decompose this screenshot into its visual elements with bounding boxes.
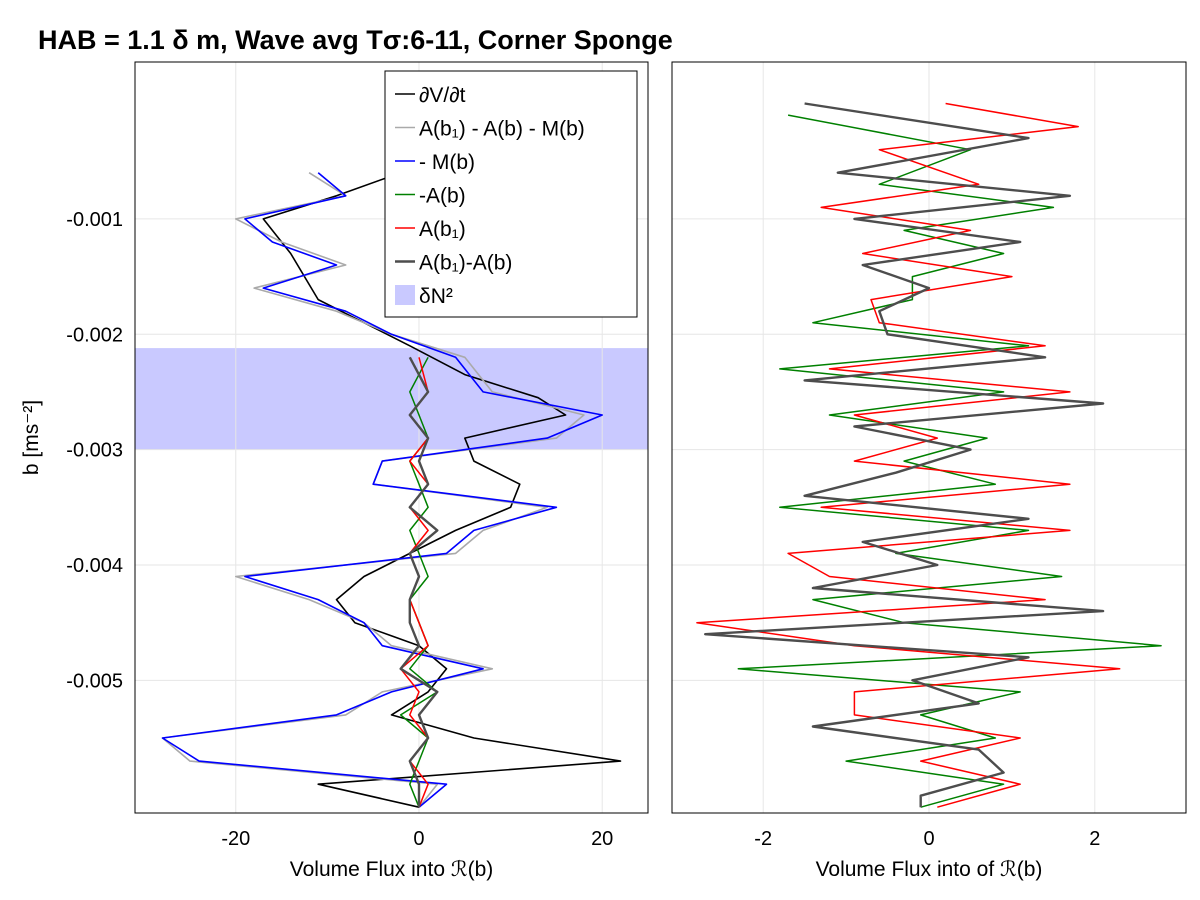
legend-label-Ab1mAb: A(b₁)-A(b) [419, 252, 512, 275]
x-tick-label: -2 [754, 828, 772, 850]
left-x-axis-label: Volume Flux into ℛ(b) [290, 858, 494, 881]
x-tick-label: 20 [591, 828, 613, 850]
x-tick-label: 0 [923, 828, 934, 850]
delta-n2-band [135, 348, 648, 450]
y-tick-label: -0.004 [66, 555, 123, 577]
x-tick-label: 2 [1089, 828, 1100, 850]
y-tick-label: -0.003 [66, 440, 123, 462]
legend-swatch-band [395, 285, 415, 305]
legend-label-negM: - M(b) [419, 151, 475, 174]
y-tick-label: -0.005 [66, 670, 123, 692]
right-panel: -2 0 2 Volume Flux into of ℛ(b) [672, 62, 1186, 881]
left-x-ticks: -20 0 20 [221, 828, 613, 850]
y-axis-label: b [ms⁻²] [20, 400, 43, 475]
x-tick-label: 0 [413, 828, 424, 850]
x-tick-label: -20 [221, 828, 250, 850]
y-tick-label: -0.002 [66, 324, 123, 346]
legend-label-negA: -A(b) [419, 185, 466, 208]
chart-title: HAB = 1.1 δ m, Wave avg Tσ:6-11, Corner … [38, 25, 673, 55]
legend-label-dVdt: ∂V/∂t [419, 84, 466, 107]
right-grid [672, 62, 1186, 813]
y-tick-label: -0.001 [66, 209, 123, 231]
legend-label-Ab1: A(b₁) [419, 218, 466, 241]
left-y-ticks: -0.001 -0.002 -0.003 -0.004 -0.005 [66, 209, 123, 692]
series-Ab1-line [697, 104, 1120, 808]
right-x-axis-label: Volume Flux into of ℛ(b) [816, 858, 1043, 881]
legend-label-residual: A(b₁) - A(b) - M(b) [419, 118, 585, 141]
legend: ∂V/∂t A(b₁) - A(b) - M(b) - M(b) -A(b) A(b₁)… [385, 71, 637, 317]
right-x-ticks: -2 0 2 [754, 828, 1100, 850]
legend-label-band: δN² [419, 285, 453, 308]
